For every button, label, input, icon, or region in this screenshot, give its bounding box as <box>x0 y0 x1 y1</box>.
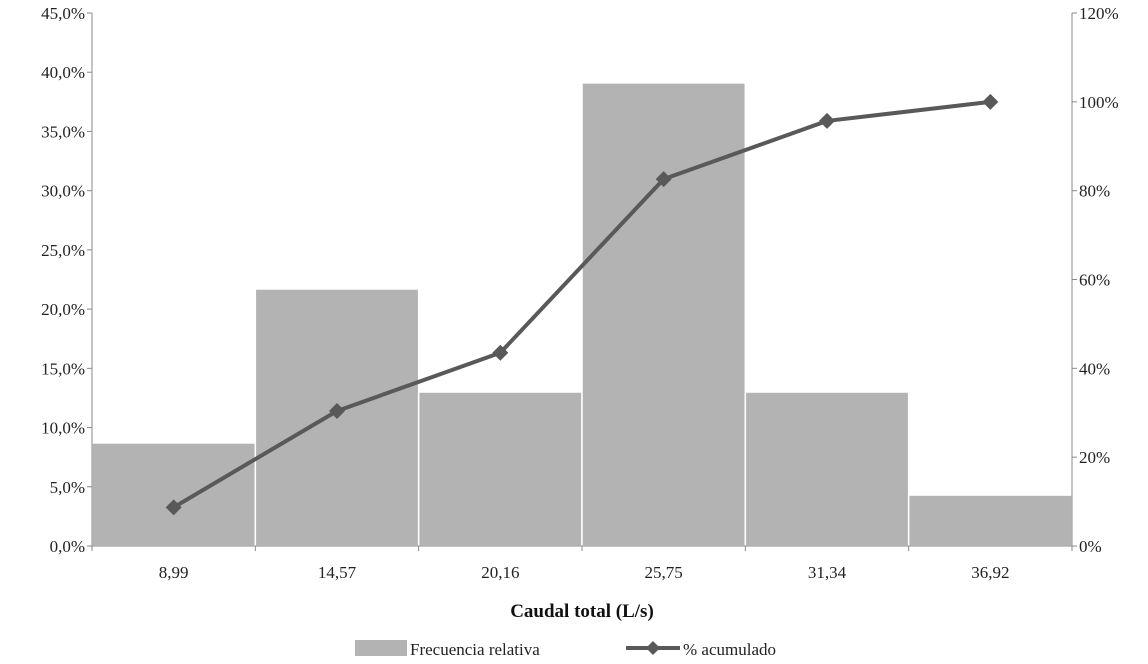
x-tick-label: 31,34 <box>808 563 847 582</box>
y-left-tick-label: 35,0% <box>41 122 85 141</box>
y-left-tick-label: 20,0% <box>41 300 85 319</box>
cumulative-line <box>172 99 991 510</box>
cumulative-point-6 <box>982 93 999 110</box>
x-tick-label: 36,92 <box>971 563 1009 582</box>
legend-label-acumulado: % acumulado <box>683 640 776 659</box>
legend: Frecuencia relativa % acumulado <box>355 640 776 659</box>
x-tick-label: 25,75 <box>645 563 683 582</box>
y-right-tick-label: 100% <box>1079 93 1119 112</box>
x-axis-title: Caudal total (L/s) <box>510 601 654 622</box>
bars-group <box>91 82 1073 547</box>
legend-label-frecuencia: Frecuencia relativa <box>410 640 540 659</box>
cumulative-point-4 <box>655 171 672 188</box>
y-left-tick-label: 45,0% <box>41 4 85 23</box>
cumulative-point-1 <box>165 499 182 516</box>
bar-4 <box>581 82 747 547</box>
y-right-tick-label: 40% <box>1079 359 1110 378</box>
bar-5 <box>744 391 910 547</box>
axes-group <box>87 12 1077 551</box>
y-left-tick-label: 5,0% <box>50 478 85 497</box>
cumulative-point-3 <box>492 344 509 361</box>
bar-3 <box>417 391 583 547</box>
tick-labels-group: 0,0% 5,0% 10,0% 15,0% 20,0% 25,0% 30,0% 35,0% 40… <box>41 4 1119 582</box>
x-tick-label: 20,16 <box>481 563 519 582</box>
legend-swatch-frecuencia <box>355 640 407 656</box>
y-right-tick-label: 20% <box>1079 448 1110 467</box>
bar-6 <box>907 494 1073 547</box>
y-left-tick-label: 10,0% <box>41 419 85 438</box>
cumulative-line-group <box>165 93 999 516</box>
y-right-tick-label: 120% <box>1079 4 1119 23</box>
y-left-tick-label: 0,0% <box>50 537 85 556</box>
x-tick-label: 8,99 <box>159 563 189 582</box>
cumulative-point-5 <box>819 112 835 129</box>
y-right-tick-label: 60% <box>1079 271 1110 290</box>
x-tick-label: 14,57 <box>318 563 357 582</box>
y-left-tick-label: 30,0% <box>41 182 85 201</box>
bar-1 <box>91 442 257 547</box>
y-left-tick-label: 40,0% <box>41 63 85 82</box>
y-left-tick-label: 15,0% <box>41 359 85 378</box>
cumulative-point-2 <box>329 402 345 419</box>
y-left-tick-label: 25,0% <box>41 241 85 260</box>
y-right-tick-label: 80% <box>1079 182 1110 201</box>
legend-marker-diamond-icon <box>646 641 660 655</box>
y-right-tick-label: 0% <box>1079 537 1102 556</box>
